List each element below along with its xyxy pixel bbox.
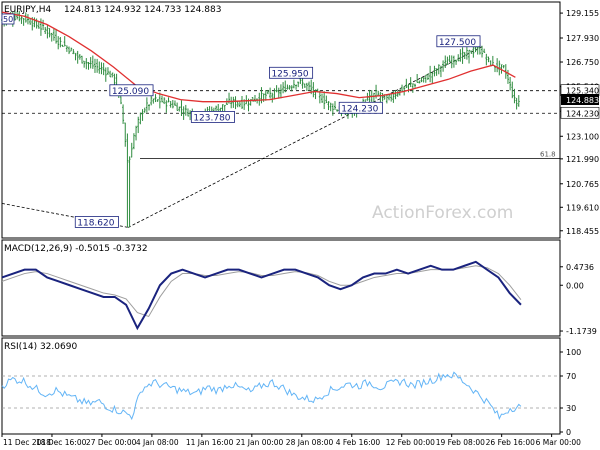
fibo-label: 61.8	[540, 151, 556, 159]
macd-layer	[1, 260, 522, 331]
x-tick-label: 6 Mar 00:00	[536, 438, 582, 447]
level-tag	[560, 106, 600, 119]
macd-y-tick-label: 0.00	[566, 281, 584, 290]
x-tick-label: 18 Dec 16:00	[36, 438, 87, 447]
rsi-y-tick-label: 100	[566, 348, 581, 357]
x-tick-label: 4 Feb 16:00	[336, 438, 381, 447]
rsi-y-tick-label: 0	[566, 428, 571, 437]
current-price-label: 124.883	[566, 96, 599, 105]
macd-title: MACD(12,26,9) -0.5015 -0.3732	[4, 244, 148, 254]
price-annotation-box	[74, 216, 119, 228]
x-tick-label: 4 Jan 08:00	[136, 438, 179, 447]
macd-y-tick-label: -1.1739	[566, 327, 597, 336]
partial-annotation-label: 50	[3, 15, 13, 24]
moving-average-line	[1, 11, 516, 103]
macd-signal-line	[1, 265, 522, 318]
x-tick-label: 12 Feb 00:00	[386, 438, 435, 447]
price-y-tick-label: 120.765	[566, 180, 599, 189]
price-y-tick-label: 127.930	[566, 34, 599, 43]
axis-layer: 129.155127.930126.750125.540124.330123.1…	[1, 9, 600, 447]
level-label: 125.340	[566, 87, 599, 96]
level-label: 124.230	[566, 109, 599, 118]
price-annotation-box	[338, 101, 383, 114]
price-y-tick-label: 119.610	[566, 203, 599, 212]
price-annotation-label: 123.780	[193, 113, 230, 123]
rsi-layer	[1, 371, 560, 421]
price-y-tick-label: 123.100	[566, 132, 599, 141]
price-annotation-box	[436, 35, 481, 48]
symbol-label: EURJPY,H4	[4, 5, 52, 15]
partial-annotation-box	[1, 13, 15, 25]
x-tick-label: 21 Jan 00:00	[236, 438, 284, 447]
trendline	[127, 46, 483, 228]
price-annotation-label: 125.090	[112, 87, 149, 97]
x-tick-label: 11 Dec 2018	[3, 438, 51, 447]
price-annotation-box	[109, 84, 154, 97]
price-annotation-label: 127.500	[439, 38, 476, 48]
price-annotation-box	[190, 111, 235, 123]
macd-y-tick-label: 0.4736	[566, 263, 594, 272]
price-y-tick-label: 126.750	[566, 58, 599, 67]
current-price-tag	[561, 94, 599, 106]
price-layer: 61.8 125.090 123.780 125.950 124.230 127.500 1…	[1, 9, 560, 228]
price-annotation-label: 118.620	[77, 218, 114, 228]
x-tick-label: 19 Feb 08:00	[436, 438, 485, 447]
rsi-y-tick-label: 70	[566, 372, 576, 381]
macd-main-line	[1, 260, 522, 331]
x-tick-label: 11 Jan 16:00	[186, 438, 234, 447]
x-tick-label: 26 Feb 16:00	[486, 438, 535, 447]
price-y-tick-label: 129.155	[566, 9, 599, 18]
price-panel-frame	[1, 1, 561, 239]
rsi-line	[1, 371, 522, 421]
price-annotation-label: 125.950	[271, 69, 308, 79]
rsi-title: RSI(14) 32.0690	[4, 342, 77, 352]
rsi-y-tick-label: 30	[566, 404, 576, 413]
ohlc-label: 124.813 124.932 124.733 124.883	[64, 5, 221, 15]
price-y-tick-label: 121.990	[566, 155, 599, 164]
x-tick-label: 27 Dec 00:00	[86, 438, 137, 447]
price-annotation-box	[269, 66, 314, 79]
macd-panel-frame	[1, 239, 561, 337]
price-y-tick-label: 118.455	[566, 227, 599, 236]
watermark: ActionForex.com	[372, 203, 513, 223]
x-tick-label: 28 Jan 08:00	[286, 438, 334, 447]
price-annotation-label: 124.230	[341, 104, 378, 114]
